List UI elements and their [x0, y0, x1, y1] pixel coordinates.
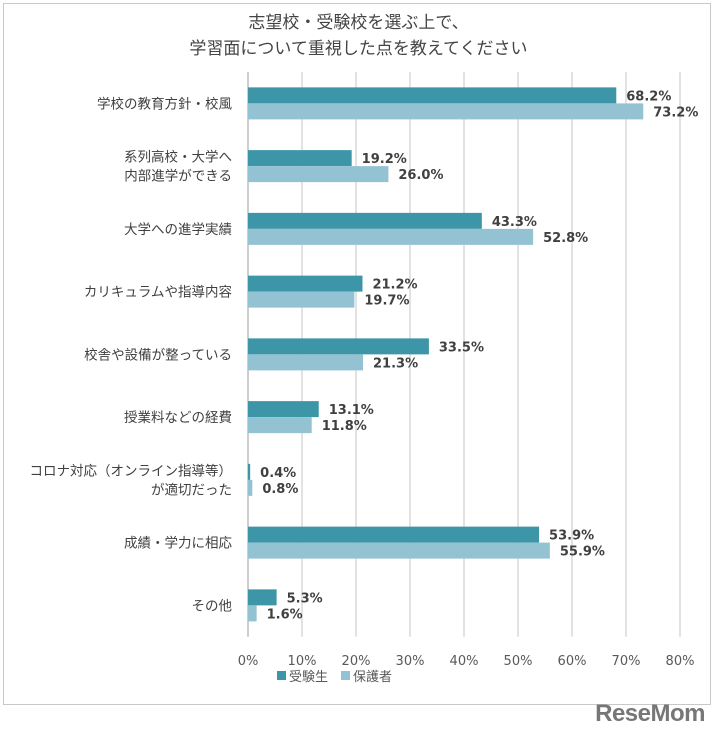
- bar-parents: [248, 417, 312, 434]
- data-label: 68.2%: [626, 89, 671, 104]
- resemom-logo: ReseMom: [595, 700, 705, 727]
- data-label: 21.2%: [372, 278, 417, 293]
- legend-swatch: [341, 671, 350, 680]
- data-label: 5.3%: [287, 591, 323, 606]
- data-label: 26.0%: [398, 168, 443, 183]
- bar-students: [248, 212, 482, 229]
- x-tick-label: 20%: [342, 654, 371, 669]
- title-line-2: 学習面について重視した点を教えてください: [189, 39, 528, 59]
- data-label: 11.8%: [322, 419, 367, 434]
- bar-parents: [248, 605, 257, 622]
- data-label: 0.8%: [262, 482, 298, 497]
- category-label: 授業料などの経費: [124, 410, 232, 426]
- bar-parents: [248, 291, 355, 308]
- category-label: その他: [192, 598, 233, 614]
- data-label: 73.2%: [653, 105, 698, 120]
- category-label: 学校の教育方針・校風: [97, 95, 232, 112]
- data-label: 19.2%: [362, 152, 407, 167]
- category-label: 大学への進学実績: [124, 222, 232, 238]
- legend-swatch: [277, 671, 286, 680]
- bar-students: [248, 401, 319, 418]
- bar-parents: [248, 479, 253, 496]
- bar-students: [248, 150, 352, 167]
- data-label: 1.6%: [267, 607, 303, 622]
- category-label: カリキュラムや指導内容: [84, 284, 232, 301]
- x-tick-label: 50%: [504, 654, 533, 669]
- bar-students: [248, 275, 363, 292]
- x-tick-label: 80%: [666, 654, 695, 669]
- data-label: 53.9%: [549, 529, 594, 544]
- x-tick-label: 30%: [396, 654, 425, 669]
- x-tick-label: 70%: [612, 654, 641, 669]
- bar-students: [248, 87, 617, 104]
- x-tick-label: 10%: [288, 654, 317, 669]
- data-label: 0.4%: [260, 466, 296, 481]
- bar-students: [248, 463, 251, 480]
- data-label: 52.8%: [543, 231, 588, 246]
- bar-parents: [248, 354, 364, 371]
- bar-parents: [248, 228, 534, 245]
- category-label: コロナ対応（オンライン指導等）: [30, 462, 233, 479]
- title-line-1: 志望校・受験校を選ぶ上で、: [248, 13, 469, 33]
- x-tick-label: 60%: [558, 654, 587, 669]
- x-tick-label: 0%: [238, 654, 259, 669]
- x-tick-label: 40%: [450, 654, 479, 669]
- category-label: が適切だった: [151, 481, 232, 498]
- category-label: 成績・学力に相応: [124, 536, 232, 552]
- legend-label: 保護者: [353, 669, 392, 685]
- data-label: 43.3%: [492, 215, 537, 230]
- data-label: 19.7%: [364, 294, 409, 309]
- bar-students: [248, 589, 277, 606]
- data-label: 33.5%: [439, 340, 484, 355]
- legend-label: 受験生: [289, 670, 328, 685]
- category-label: 内部進学ができる: [124, 169, 232, 185]
- bar-students: [248, 338, 429, 355]
- chart-title: 志望校・受験校を選ぶ上で、 学習面について重視した点を教えてください: [0, 10, 717, 62]
- category-label: 校舎や設備が整っている: [84, 346, 232, 363]
- chart-frame: [3, 3, 711, 705]
- data-label: 21.3%: [373, 356, 418, 371]
- bar-parents: [248, 166, 389, 183]
- data-label: 55.9%: [560, 545, 605, 560]
- bar-students: [248, 526, 540, 543]
- data-label: 13.1%: [329, 403, 374, 418]
- category-label: 系列高校・大学へ: [124, 149, 232, 166]
- bar-parents: [248, 103, 644, 120]
- bar-parents: [248, 542, 550, 559]
